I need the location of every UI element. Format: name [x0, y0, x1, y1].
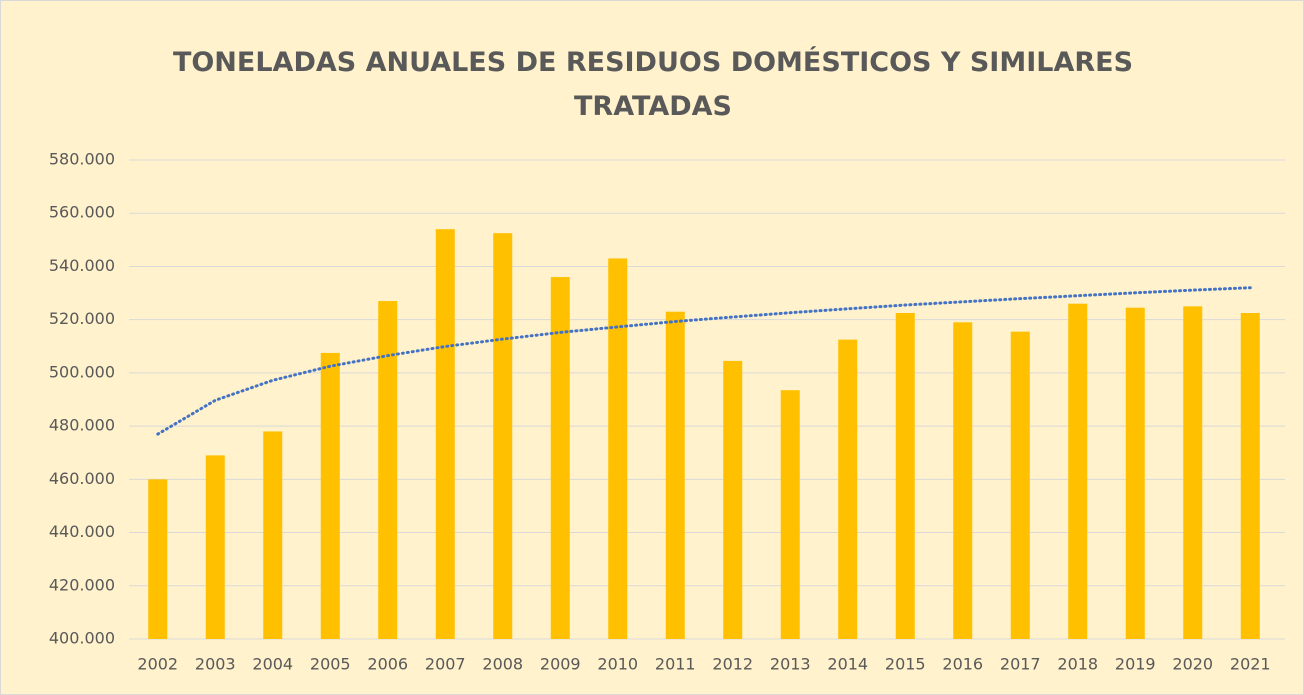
x-tick-label: 2021	[1230, 655, 1271, 674]
y-tick-label: 540.000	[49, 256, 115, 275]
x-tick-label: 2017	[1000, 655, 1041, 674]
bar	[550, 277, 570, 639]
bar	[953, 322, 973, 639]
bar	[493, 233, 513, 640]
bar	[1240, 313, 1260, 639]
x-tick-label: 2013	[770, 655, 811, 674]
bar	[205, 455, 225, 639]
bar	[780, 390, 800, 639]
x-tick-label: 2010	[597, 655, 638, 674]
y-tick-label: 460.000	[49, 469, 115, 488]
bar	[838, 339, 858, 639]
x-tick-label: 2008	[482, 655, 523, 674]
bar	[320, 352, 340, 639]
bar	[1010, 331, 1030, 639]
bar	[723, 360, 743, 639]
chart-title: TONELADAS ANUALES DE RESIDUOS DOMÉSTICOS…	[172, 47, 1134, 122]
x-tick-label: 2019	[1115, 655, 1156, 674]
x-tick-label: 2018	[1057, 655, 1098, 674]
bar	[895, 313, 915, 639]
y-tick-label: 420.000	[49, 575, 115, 594]
bar	[1125, 307, 1145, 639]
y-tick-label: 520.000	[49, 309, 115, 328]
bar	[378, 301, 398, 639]
x-tick-label: 2005	[310, 655, 351, 674]
x-tick-label: 2002	[137, 655, 178, 674]
bar	[665, 311, 685, 639]
y-tick-label: 500.000	[49, 362, 115, 381]
x-tick-label: 2007	[425, 655, 466, 674]
x-tick-label: 2009	[540, 655, 581, 674]
bar	[263, 431, 283, 639]
x-tick-label: 2006	[367, 655, 408, 674]
x-tick-label: 2012	[712, 655, 753, 674]
trendline	[156, 286, 1252, 436]
x-tick-label: 2003	[195, 655, 236, 674]
x-tick-label: 2011	[655, 655, 696, 674]
y-tick-label: 400.000	[49, 629, 115, 648]
x-tick-label: 2020	[1172, 655, 1213, 674]
y-tick-label: 560.000	[49, 203, 115, 222]
y-tick-label: 440.000	[49, 522, 115, 541]
bar	[148, 479, 168, 639]
x-tick-label: 2014	[827, 655, 868, 674]
bar	[608, 258, 628, 639]
x-tick-label: 2015	[885, 655, 926, 674]
y-tick-label: 480.000	[49, 416, 115, 435]
bar	[1183, 306, 1203, 639]
bar	[1068, 303, 1088, 639]
y-tick-label: 580.000	[49, 150, 115, 169]
bar	[435, 229, 455, 639]
x-tick-label: 2004	[252, 655, 293, 674]
x-tick-label: 2016	[942, 655, 983, 674]
